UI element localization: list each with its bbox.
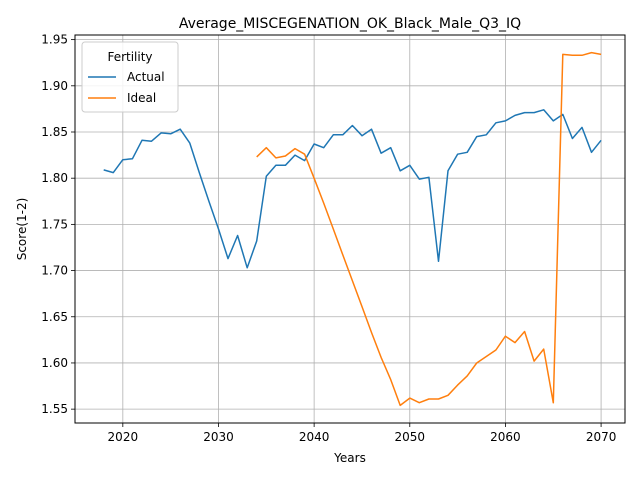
legend: Fertility Actual Ideal — [81, 41, 179, 113]
y-axis-ticks: 1.55 1.60 1.65 1.70 1.75 1.80 1.85 1.90 1.95 — [41, 33, 75, 416]
y-tick-label: 1.85 — [41, 125, 68, 139]
series-layer — [103, 51, 602, 407]
x-tick-label: 2070 — [586, 430, 617, 444]
y-tick-label: 1.90 — [41, 79, 68, 93]
y-axis-label: Score(1-2) — [15, 198, 29, 261]
x-tick-label: 2030 — [203, 430, 234, 444]
grid-lines — [75, 35, 625, 423]
x-tick-label: 2020 — [108, 430, 139, 444]
axes-frame — [74, 34, 626, 424]
legend-box — [81, 41, 179, 113]
x-tick-label: 2050 — [395, 430, 426, 444]
legend-label-ideal: Ideal — [127, 91, 156, 105]
y-tick-label: 1.75 — [41, 217, 68, 231]
legend-title: Fertility — [107, 50, 152, 64]
series-line-ideal — [256, 51, 602, 407]
chart-title: Average_MISCEGENATION_OK_Black_Male_Q3_I… — [179, 16, 521, 32]
series-line-actual — [103, 109, 602, 269]
x-tick-label: 2060 — [490, 430, 521, 444]
y-tick-label: 1.55 — [41, 402, 68, 416]
y-tick-label: 1.70 — [41, 264, 68, 278]
legend-label-actual: Actual — [127, 70, 165, 84]
x-tick-label: 2040 — [299, 430, 330, 444]
y-tick-label: 1.65 — [41, 310, 68, 324]
x-axis-label: Years — [333, 451, 366, 465]
x-axis-ticks: 2020 2030 2040 2050 2060 2070 — [108, 423, 617, 444]
y-tick-label: 1.60 — [41, 356, 68, 370]
y-tick-label: 1.80 — [41, 171, 68, 185]
y-tick-label: 1.95 — [41, 33, 68, 47]
